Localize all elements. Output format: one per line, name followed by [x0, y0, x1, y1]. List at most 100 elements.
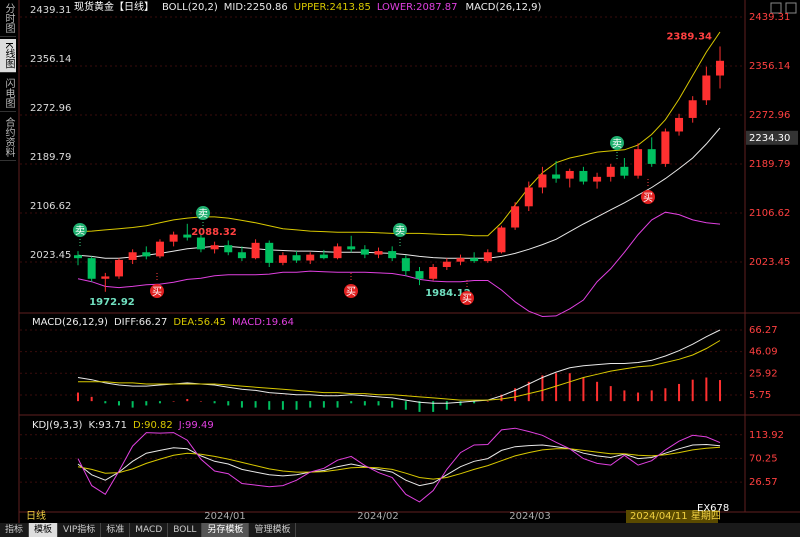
- legend-entry: MACD:19.64: [232, 317, 294, 328]
- candle-body: [429, 266, 438, 279]
- macd-bar: [268, 401, 271, 410]
- indicator-line: [78, 340, 721, 401]
- candle-body: [74, 255, 82, 259]
- macd-bar: [377, 401, 380, 406]
- candle-body: [155, 241, 164, 257]
- y-tick-label: 66.27: [749, 325, 778, 336]
- toolbar-tab[interactable]: BOLL: [168, 523, 203, 537]
- legend-entry: J:99.49: [178, 420, 214, 431]
- macd-bar: [637, 392, 640, 402]
- macd-bar: [691, 379, 694, 402]
- y-tick-label: 2023.45: [749, 257, 790, 268]
- window-button[interactable]: [770, 2, 782, 14]
- indicator-line: [77, 443, 721, 487]
- indicator-name: MACD(26,12,9): [466, 2, 542, 13]
- buy-signal: [150, 284, 164, 298]
- macd-bar: [459, 401, 462, 406]
- candle-body: [483, 252, 492, 262]
- macd-bar: [555, 373, 558, 402]
- toolbar-tab[interactable]: 管理模板: [249, 523, 297, 537]
- macd-bar: [664, 388, 667, 402]
- macd-bar: [719, 380, 722, 402]
- candle-body: [319, 254, 328, 259]
- indicator-name: KDJ(9,3,3): [32, 420, 83, 431]
- indicator-header: 现货黄金【日线】 BOLL(20,2) MID:2250.86 UPPER:2413.…: [74, 0, 542, 13]
- candle-body: [278, 255, 287, 263]
- buy-signal: [460, 291, 474, 305]
- macd-bar: [473, 401, 476, 404]
- y-tick-label: 5.75: [749, 390, 771, 401]
- candle-body: [647, 149, 656, 164]
- sidebar-tab[interactable]: K线图: [0, 39, 16, 73]
- toolbar-tab[interactable]: 指标: [0, 523, 30, 537]
- legend-entry: K:93.71: [88, 420, 127, 431]
- indicator-line: [77, 211, 721, 318]
- candle-body: [333, 246, 342, 259]
- legend-entry: DIFF:66.27: [114, 317, 167, 328]
- candle-body: [538, 174, 547, 188]
- price-annotation: 2389.34: [666, 31, 712, 42]
- sell-signal: [73, 223, 87, 237]
- macd-bar: [391, 401, 394, 408]
- macd-bar: [131, 401, 134, 408]
- candle-body: [196, 237, 205, 250]
- window-button[interactable]: [785, 2, 797, 14]
- y-tick-label: 113.92: [749, 430, 784, 441]
- macd-bar: [254, 401, 257, 408]
- last-price-label: 2234.30: [749, 133, 790, 144]
- candle-body: [511, 206, 520, 228]
- y-tick-label: 2439.31: [30, 5, 71, 16]
- x-tick-label: 2024/03: [509, 511, 551, 522]
- toolbar-tab[interactable]: 标准: [101, 523, 131, 537]
- buy-signal: [344, 284, 358, 298]
- macd-bar: [514, 388, 517, 402]
- y-tick-label: 26.57: [749, 477, 778, 488]
- macd-bar: [281, 401, 284, 410]
- y-tick-label: 2356.14: [749, 61, 790, 72]
- toolbar-tab[interactable]: MACD: [130, 523, 169, 537]
- legend-entry: MID:2250.86: [224, 2, 288, 13]
- toolbar-tab[interactable]: VIP指标: [58, 523, 102, 537]
- toolbar-tab[interactable]: 模板: [29, 523, 59, 537]
- macd-bar: [77, 392, 79, 402]
- macd-bar: [486, 401, 489, 402]
- sidebar-tab[interactable]: 闪电图: [0, 75, 16, 112]
- macd-bar: [199, 401, 202, 402]
- macd-bar: [623, 390, 626, 402]
- candle-body: [716, 60, 725, 76]
- candle-body: [606, 166, 615, 177]
- sell-signal: [610, 136, 624, 150]
- sidebar-tab[interactable]: 分时图: [0, 0, 16, 37]
- price-annotation: 1984.12: [425, 288, 471, 299]
- macd-bar: [678, 383, 681, 402]
- y-tick-label: 2023.45: [30, 250, 71, 261]
- sidebar-tab[interactable]: 合约资料: [0, 114, 16, 161]
- macd-bar: [363, 401, 366, 406]
- cursor-date-box: [626, 510, 718, 523]
- toolbar-tab[interactable]: 另存模板: [202, 523, 250, 537]
- candle-body: [593, 176, 602, 182]
- candle-body: [360, 249, 369, 255]
- indicator-header: KDJ(9,3,3) K:93.71 D:90.82 J:99.49: [32, 420, 214, 431]
- macd-bar: [541, 375, 544, 402]
- candle-body: [87, 258, 96, 279]
- candle-body: [470, 258, 479, 262]
- y-tick-label: 2106.62: [749, 208, 790, 219]
- sell-signal-label: 卖: [612, 138, 622, 150]
- candle-body: [524, 187, 533, 207]
- legend-entry: UPPER:2413.85: [294, 2, 371, 13]
- candle-body: [306, 254, 315, 261]
- indicator-name: BOLL(20,2): [162, 2, 218, 13]
- buy-signal-label: 买: [462, 293, 472, 305]
- candle-body: [456, 258, 465, 262]
- candle-body: [688, 100, 697, 118]
- candle-body: [183, 234, 192, 238]
- indicator-line: [77, 127, 721, 259]
- macd-bar: [568, 373, 571, 402]
- cursor-date: 2024/04/11 星期四: [630, 510, 721, 522]
- macd-bar: [322, 401, 325, 408]
- sell-signal-label: 卖: [395, 225, 405, 237]
- macd-bar: [432, 401, 435, 412]
- buy-signal: [641, 190, 655, 204]
- candle-body: [620, 166, 629, 176]
